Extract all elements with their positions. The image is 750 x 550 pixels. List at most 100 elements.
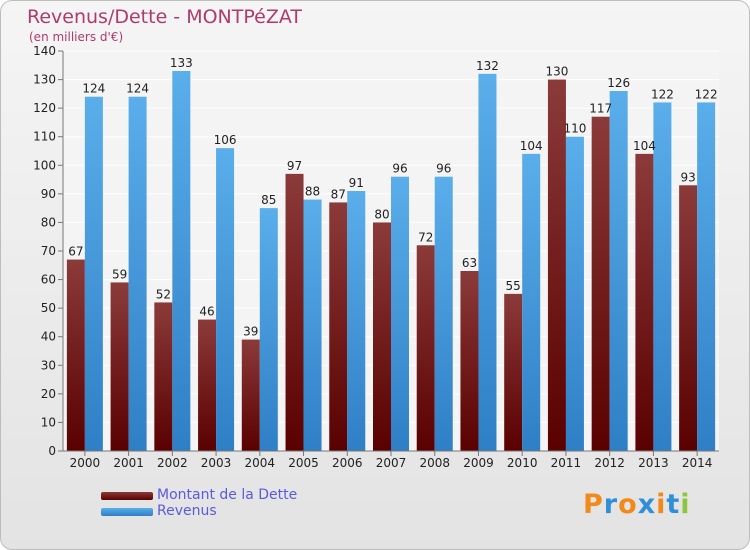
logo-letter: i xyxy=(656,489,667,520)
data-label-revenue: 91 xyxy=(349,176,364,190)
x-tick-label: 2013 xyxy=(638,456,669,470)
y-tick-label: 80 xyxy=(41,215,56,229)
bar-debt xyxy=(198,319,217,451)
data-label-debt: 59 xyxy=(112,267,127,281)
logo-letter: P xyxy=(583,489,604,520)
data-label-debt: 80 xyxy=(374,207,389,221)
y-tick-label: 40 xyxy=(41,330,56,344)
chart-title: Revenus/Dette - MONTPéZAT xyxy=(27,6,302,28)
data-label-debt: 117 xyxy=(589,102,612,116)
data-label-revenue: 126 xyxy=(607,76,630,90)
bar-debt xyxy=(460,271,479,451)
bar-debt xyxy=(679,185,698,452)
x-tick-label: 2014 xyxy=(682,456,713,470)
bar-revenue xyxy=(697,102,716,451)
y-tick-label: 20 xyxy=(41,387,56,401)
bar-revenue xyxy=(303,199,322,451)
legend-label-revenue: Revenus xyxy=(157,503,217,519)
bar-debt xyxy=(66,259,85,451)
x-tick-label: 2003 xyxy=(201,456,232,470)
bar-revenue xyxy=(522,153,541,451)
bar-revenue xyxy=(347,191,366,451)
bar-debt xyxy=(373,222,391,451)
x-tick-label: 2008 xyxy=(419,456,450,470)
bar-revenue xyxy=(172,71,191,451)
data-label-debt: 130 xyxy=(545,65,568,79)
x-tick-label: 2001 xyxy=(113,456,144,470)
y-tick-label: 50 xyxy=(41,301,56,315)
logo-letter: r xyxy=(603,489,619,520)
legend-label-debt: Montant de la Dette xyxy=(157,487,298,503)
y-tick-label: 130 xyxy=(33,73,56,87)
y-tick-label: 90 xyxy=(41,187,56,201)
bar-revenue xyxy=(653,102,672,451)
y-tick-label: 70 xyxy=(41,244,56,258)
data-label-revenue: 124 xyxy=(126,82,149,96)
data-label-debt: 52 xyxy=(156,287,171,301)
x-tick-label: 2007 xyxy=(376,456,407,470)
data-label-revenue: 85 xyxy=(261,193,276,207)
data-label-debt: 87 xyxy=(331,187,346,201)
bar-debt xyxy=(241,339,260,451)
bar-revenue xyxy=(216,148,235,451)
axes: 0 10 20 30 40 50 60 70 80 90 100 110 120 130 140 2000 20… xyxy=(33,44,719,470)
bar-revenue xyxy=(128,96,147,451)
bar-revenue xyxy=(609,91,628,451)
y-tick-label: 100 xyxy=(33,158,56,172)
bar-revenue xyxy=(478,73,497,451)
data-label-debt: 39 xyxy=(243,325,258,339)
bar-debt xyxy=(110,282,129,451)
legend-swatch-revenue xyxy=(101,508,153,516)
data-label-debt: 97 xyxy=(287,159,302,173)
bar-debt xyxy=(329,202,348,451)
bar-debt xyxy=(635,153,654,451)
y-tick-label: 140 xyxy=(33,44,56,58)
bar-debt xyxy=(504,293,523,451)
bar-debt xyxy=(285,173,304,451)
bar-debt xyxy=(591,116,610,451)
data-label-debt: 104 xyxy=(633,139,656,153)
x-tick-label: 2011 xyxy=(551,456,582,470)
bars xyxy=(66,71,716,452)
data-label-debt: 93 xyxy=(680,170,695,184)
data-label-debt: 63 xyxy=(462,256,477,270)
data-label-debt: 67 xyxy=(68,245,83,259)
legend-swatch-debt xyxy=(101,492,153,500)
y-tick-label: 10 xyxy=(41,415,56,429)
y-tick-label: 110 xyxy=(33,130,56,144)
proxiti-logo: Proxiti xyxy=(583,489,691,520)
bar-debt xyxy=(547,79,566,452)
data-label-revenue: 133 xyxy=(170,56,193,70)
bar-revenue xyxy=(391,176,409,451)
data-label-revenue: 122 xyxy=(695,87,718,101)
x-tick-label: 2009 xyxy=(463,456,494,470)
y-tick-label: 120 xyxy=(33,101,56,115)
x-tick-label: 2000 xyxy=(70,456,101,470)
data-label-revenue: 104 xyxy=(520,139,543,153)
bar-revenue xyxy=(565,136,584,451)
logo-letter: t xyxy=(666,489,681,520)
logo-letter: x xyxy=(637,489,657,520)
y-tick-label: 60 xyxy=(41,273,56,287)
bar-revenue xyxy=(84,96,103,451)
bar-revenue xyxy=(259,208,278,451)
data-label-revenue: 110 xyxy=(563,122,586,136)
y-tick-label: 0 xyxy=(48,444,56,458)
data-label-revenue: 96 xyxy=(392,162,407,176)
y-tick-label: 30 xyxy=(41,358,56,372)
x-tick-label: 2004 xyxy=(245,456,276,470)
logo-letter: i xyxy=(680,489,691,520)
chart-subtitle: (en milliers d'€) xyxy=(29,30,124,44)
data-label-revenue: 106 xyxy=(214,133,237,147)
data-label-revenue: 132 xyxy=(476,59,499,73)
bar-debt xyxy=(154,302,173,451)
logo-letter: o xyxy=(618,489,638,520)
x-tick-label: 2005 xyxy=(288,456,319,470)
x-tick-label: 2006 xyxy=(332,456,363,470)
data-label-revenue: 124 xyxy=(82,82,105,96)
data-label-debt: 55 xyxy=(506,279,521,293)
data-label-revenue: 96 xyxy=(436,162,451,176)
